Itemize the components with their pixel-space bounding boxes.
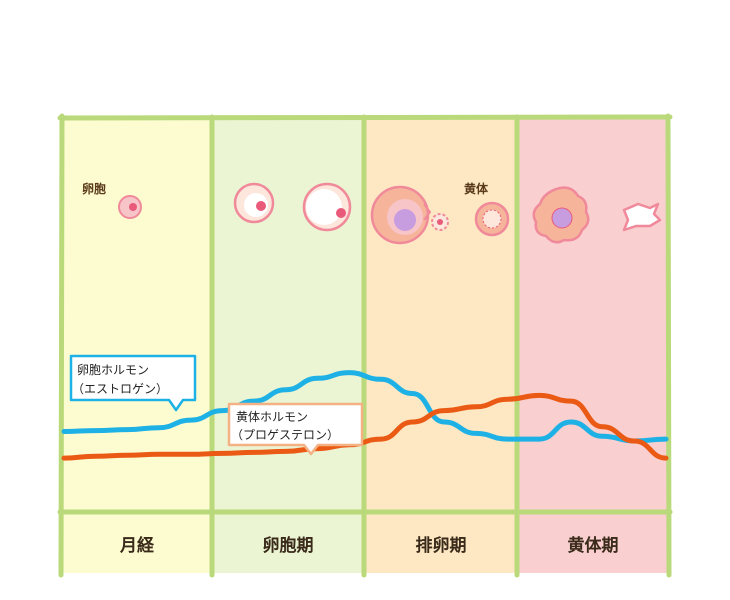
phase-bg-ovulation bbox=[364, 118, 517, 573]
released-egg bbox=[431, 213, 449, 231]
progesterone-label-line1: 黄体ホルモン bbox=[236, 410, 308, 424]
progesterone-label-line2: （プロゲステロン） bbox=[231, 428, 339, 442]
phase-bg-luteal bbox=[517, 118, 668, 573]
progesterone-callout: 黄体ホルモン （プロゲステロン） bbox=[227, 402, 364, 456]
follicle-medium bbox=[233, 182, 275, 224]
follicle-illustrations: 卵胞 黄体 bbox=[82, 181, 662, 245]
border-left bbox=[58, 113, 65, 578]
border-right bbox=[665, 113, 672, 578]
phase-label-luteal: 黄体期 bbox=[568, 535, 619, 556]
hormone-chart bbox=[61, 370, 669, 461]
progesterone-callout-bubble bbox=[227, 402, 364, 456]
follicle-large bbox=[302, 182, 352, 232]
follicle-label: 卵胞 bbox=[82, 181, 106, 196]
phase-label-follicular: 卵胞期 bbox=[263, 535, 314, 556]
progesterone-line bbox=[61, 392, 669, 461]
phase-bg-follicular bbox=[212, 118, 364, 573]
grid-borders bbox=[57, 113, 673, 578]
estrogen-callout: 卵胞ホルモン （エストロゲン） bbox=[69, 354, 197, 412]
phase-labels: 月経 卵胞期 排卵期 黄体期 bbox=[119, 535, 619, 556]
follicle-small bbox=[118, 195, 142, 219]
corpus-luteum-large bbox=[532, 186, 590, 244]
phase-label-ovulation: 排卵期 bbox=[416, 535, 467, 556]
estrogen-label-line2: （エストロゲン） bbox=[72, 382, 168, 396]
estrogen-label-line1: 卵胞ホルモン bbox=[77, 363, 149, 377]
follicle-ovulating bbox=[370, 185, 432, 245]
phase-label-menstruation: 月経 bbox=[119, 535, 155, 556]
estrogen-line bbox=[61, 370, 669, 444]
estrogen-callout-bubble bbox=[69, 354, 197, 412]
phase-bg-menstruation bbox=[63, 118, 212, 573]
corpus-luteum-label: 黄体 bbox=[464, 181, 489, 196]
corpus-luteum-small bbox=[474, 201, 510, 237]
corpus-albicans bbox=[622, 202, 662, 232]
